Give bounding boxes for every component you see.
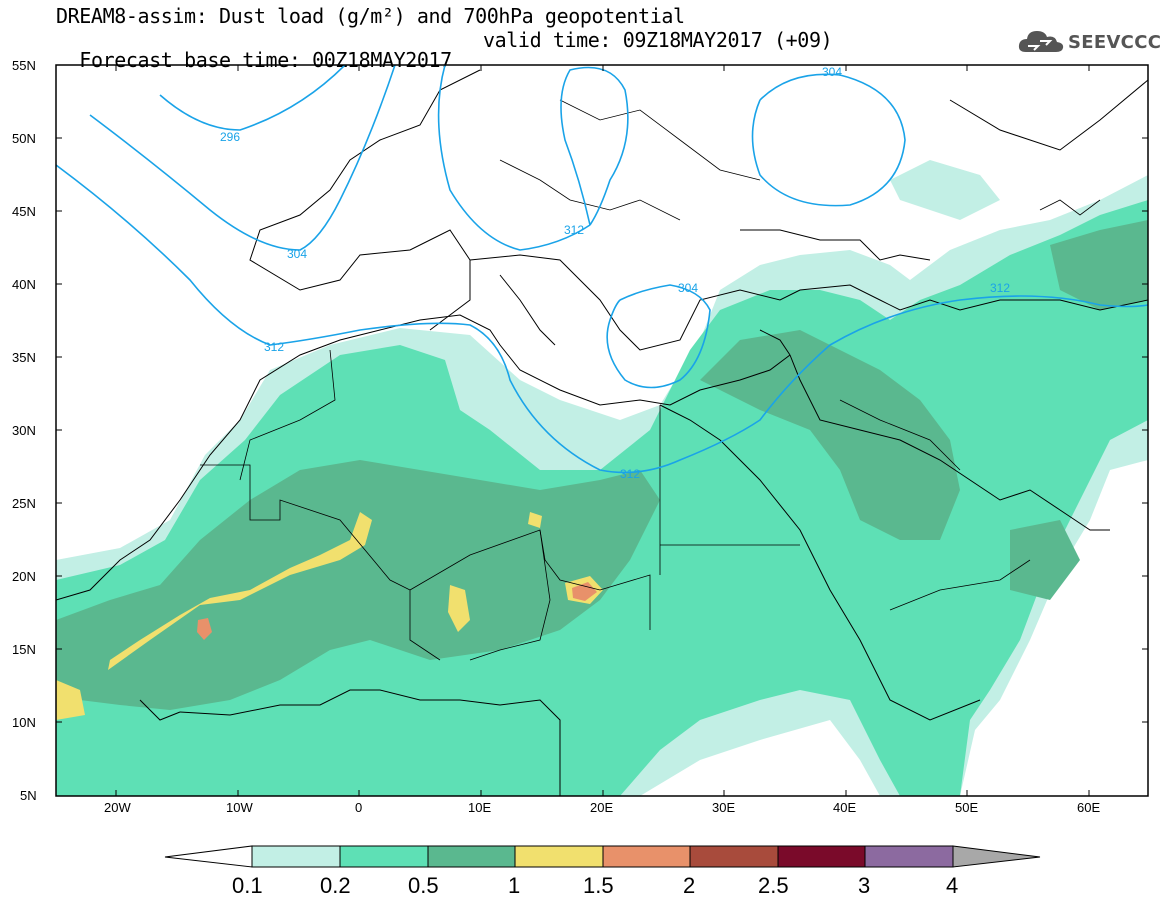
lat-label: 40N <box>12 277 36 292</box>
lat-label: 25N <box>12 496 36 511</box>
lat-label: 10N <box>12 715 36 730</box>
lat-label: 30N <box>12 423 36 438</box>
dust-area-1-b <box>56 680 85 720</box>
geopotential-contours <box>56 65 1148 474</box>
colorbar-swatch <box>689 845 779 868</box>
colorbar-swatch <box>251 845 341 868</box>
colorbar-label: 0.2 <box>320 873 351 898</box>
colorbar: 0.1 0.2 0.5 1 1.5 2 2.5 3 4 <box>164 845 1041 898</box>
latitude-axis: 55N 50N 45N 40N 35N 30N 25N 20N 15N 10N … <box>12 58 1148 803</box>
contour-label: 304 <box>822 65 842 79</box>
colorbar-label: 3 <box>858 873 870 898</box>
lat-label: 35N <box>12 350 36 365</box>
contour-label: 312 <box>620 467 640 481</box>
contour-label: 304 <box>678 281 698 295</box>
lat-label: 55N <box>12 58 36 73</box>
colorbar-label: 4 <box>946 873 958 898</box>
colorbar-label: 0.5 <box>408 873 439 898</box>
longitude-axis: 20W 10W 0 10E 20E 30E 40E 50E 60E <box>104 65 1100 815</box>
colorbar-swatch <box>339 845 429 868</box>
lat-label: 20N <box>12 569 36 584</box>
colorbar-label: 0.1 <box>232 873 263 898</box>
lon-label: 50E <box>955 800 978 815</box>
valid-time: valid time: 09Z18MAY2017 (+09) <box>483 28 833 52</box>
logo-text: SEEVCCC <box>1068 32 1162 53</box>
colorbar-swatch <box>777 845 866 868</box>
lon-label: 40E <box>833 800 856 815</box>
lat-label: 15N <box>12 642 36 657</box>
dust-area-0.5-d <box>1050 220 1148 310</box>
lon-label: 10W <box>226 800 253 815</box>
seevccc-logo: SEEVCCC <box>1016 24 1161 60</box>
coastlines <box>56 69 1148 796</box>
lon-label: 20E <box>590 800 613 815</box>
contour-label: 312 <box>264 340 284 354</box>
lon-label: 60E <box>1077 800 1100 815</box>
dust-area-1.5-b <box>572 582 597 601</box>
colorbar-label: 2.5 <box>758 873 789 898</box>
colorbar-high-arrow <box>952 845 1041 868</box>
contour-label: 312 <box>990 281 1010 295</box>
lon-label: 20W <box>104 800 131 815</box>
dust-area-0.5 <box>56 460 660 710</box>
dust-area-0.5-c <box>1010 520 1080 600</box>
dust-area-1.5 <box>197 618 212 640</box>
lat-label: 5N <box>20 788 37 803</box>
lat-label: 50N <box>12 131 36 146</box>
dust-load-field <box>56 160 1148 796</box>
dust-area-0.5-b <box>700 330 960 540</box>
lon-label: 10E <box>468 800 491 815</box>
country-borders <box>200 99 1101 661</box>
colorbar-label: 1.5 <box>583 873 614 898</box>
lon-label: 30E <box>712 800 735 815</box>
colorbar-swatch <box>514 845 604 868</box>
dust-area-0.1-b <box>890 160 1000 220</box>
contour-labels: 296 304 312 312 304 312 312 304 <box>220 65 1010 481</box>
lon-label: 0 <box>355 800 362 815</box>
colorbar-low-arrow <box>164 845 253 868</box>
colorbar-swatch <box>864 845 954 868</box>
dust-area-1-c <box>448 585 470 632</box>
dust-area-1-d <box>528 512 542 528</box>
contour-label: 312 <box>564 223 584 237</box>
contour-label: 304 <box>287 247 307 261</box>
colorbar-swatch <box>427 845 516 868</box>
colorbar-swatch <box>602 845 691 868</box>
lat-label: 45N <box>12 204 36 219</box>
colorbar-label: 2 <box>683 873 695 898</box>
cloud-icon <box>1018 31 1064 52</box>
contour-label: 296 <box>220 130 240 144</box>
map-title: DREAM8-assim: Dust load (g/m²) and 700hP… <box>56 4 685 28</box>
colorbar-label: 1 <box>508 873 520 898</box>
